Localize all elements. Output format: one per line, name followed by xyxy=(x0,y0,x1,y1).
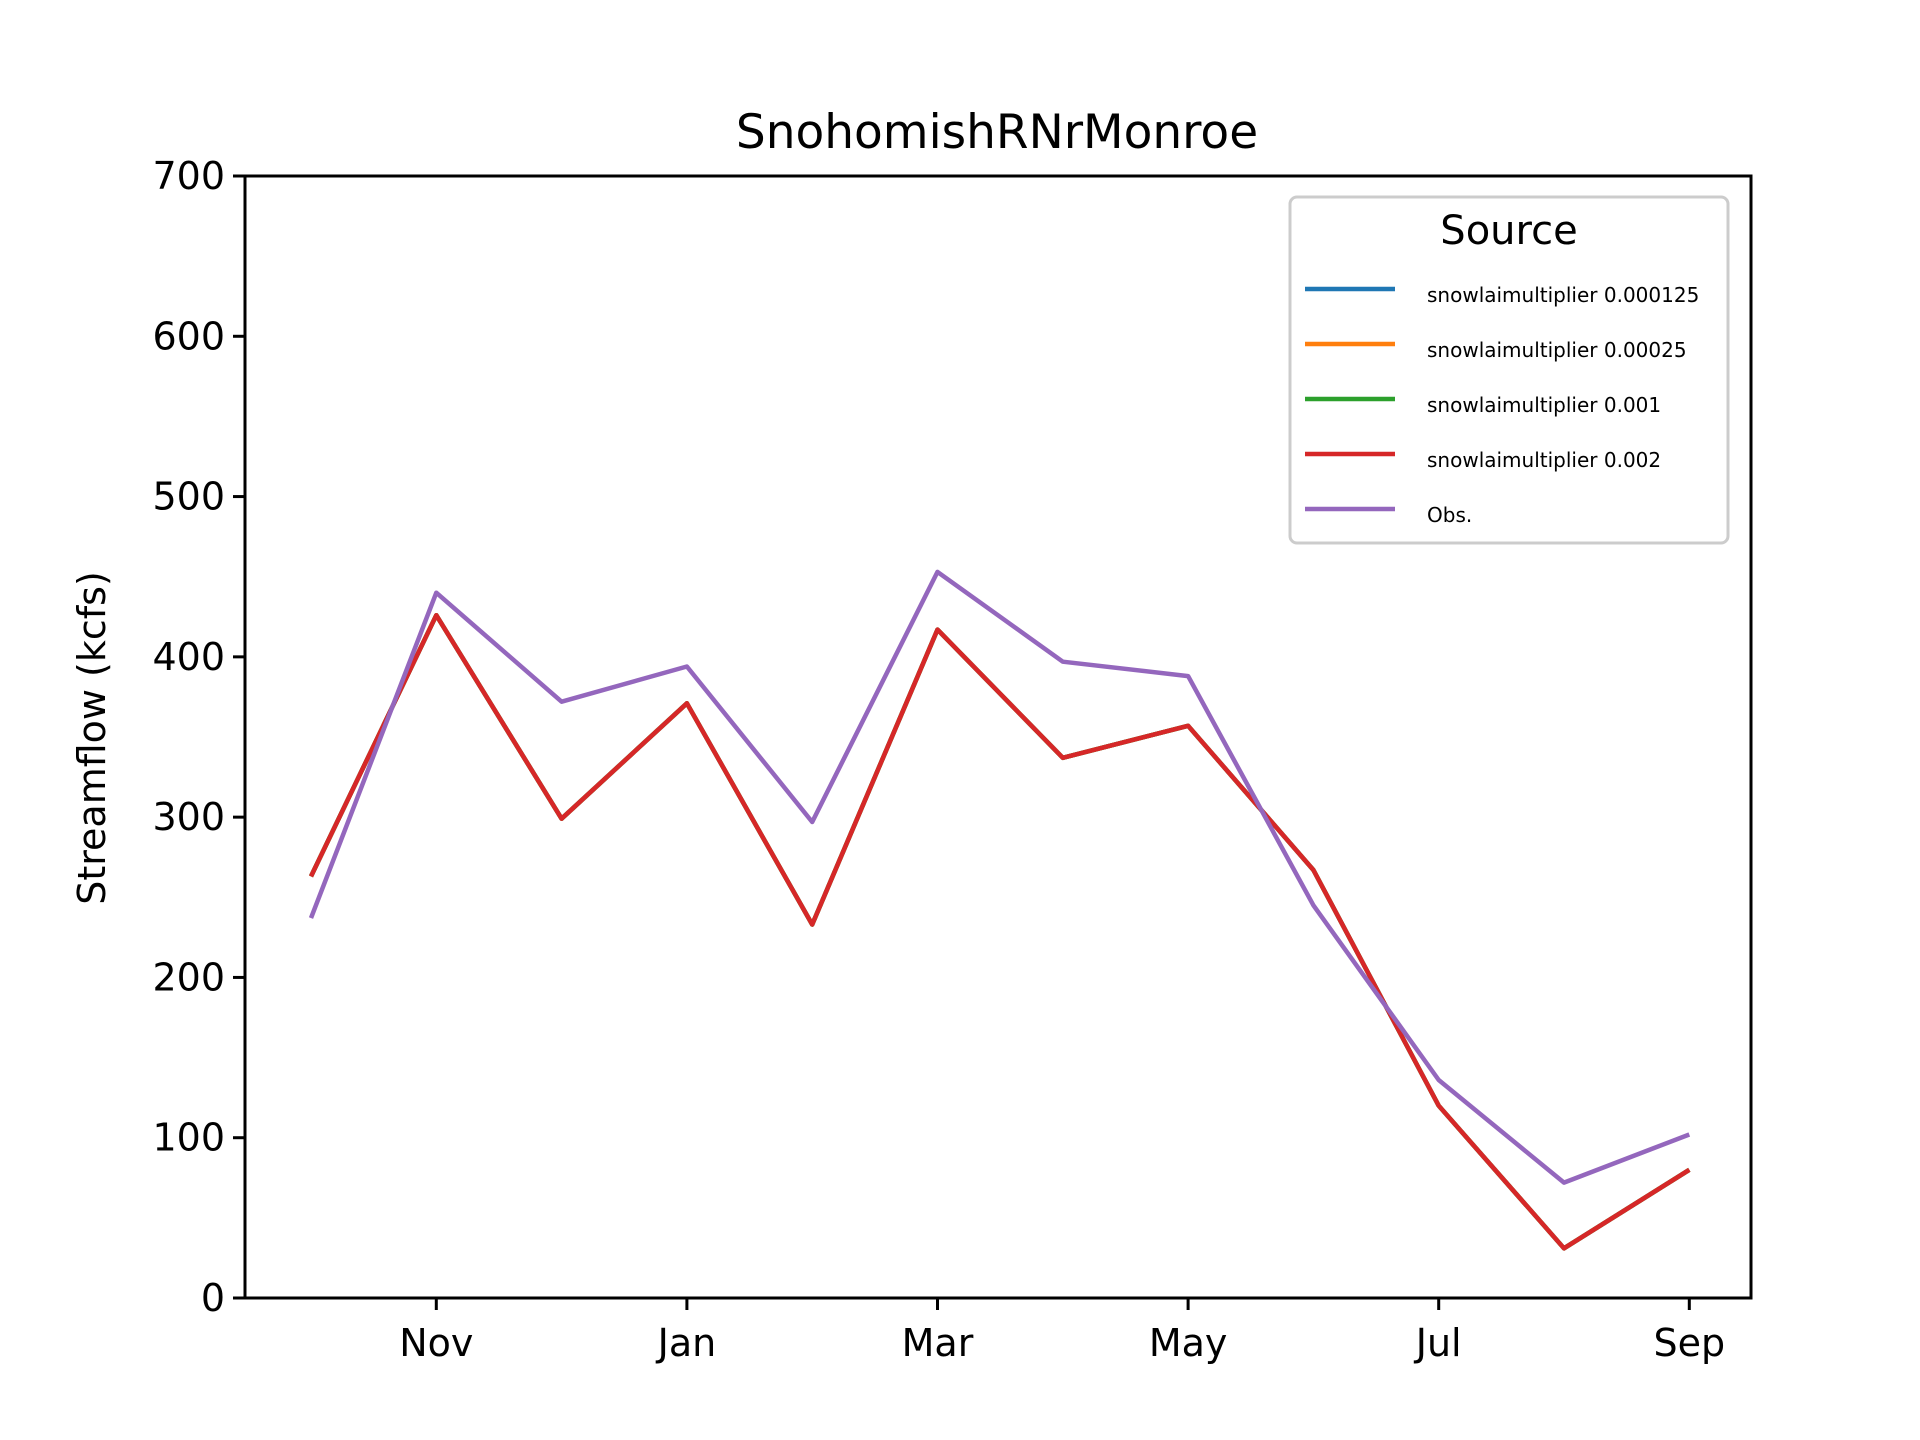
x-tick-label: Mar xyxy=(902,1321,974,1365)
series-line-obs xyxy=(308,569,1691,1185)
legend-label: snowlaimultiplier 0.00025 xyxy=(1427,338,1687,362)
x-tick-label: Jan xyxy=(656,1321,717,1365)
x-tick-label: Sep xyxy=(1653,1321,1725,1365)
legend-label: snowlaimultiplier 0.002 xyxy=(1427,448,1661,472)
legend-label: snowlaimultiplier 0.001 xyxy=(1427,393,1661,417)
y-axis-label: Streamflow (kcfs) xyxy=(70,571,114,905)
y-tick-label: 0 xyxy=(201,1276,225,1320)
y-tick-label: 500 xyxy=(152,475,225,519)
series-layer xyxy=(308,569,1691,1251)
y-tick-label: 400 xyxy=(152,635,225,679)
y-tick-label: 300 xyxy=(152,795,225,839)
legend-box xyxy=(1288,195,1730,545)
x-tick-label: May xyxy=(1149,1321,1228,1365)
legend-label: snowlaimultiplier 0.000125 xyxy=(1427,283,1699,307)
series-line-snowlaimultiplier-0-002 xyxy=(308,612,1691,1251)
x-axis: Nov Jan Mar May Jul Sep xyxy=(399,1298,1725,1365)
y-tick-label: 700 xyxy=(152,154,225,198)
chart-title: SnohomishRNrMonroe xyxy=(736,105,1258,160)
y-axis: 0 100 200 300 400 500 600 700 xyxy=(152,154,245,1320)
legend-entries: snowlaimultiplier 0.000125 snowlaimultipl… xyxy=(1305,283,1699,527)
x-tick-label: Jul xyxy=(1414,1321,1462,1365)
x-tick-label: Nov xyxy=(399,1321,473,1365)
legend: Source snowlaimultiplier 0.000125snowlai… xyxy=(1288,195,1730,545)
plot-frame xyxy=(243,174,1753,1300)
legend-label: Obs. xyxy=(1427,503,1472,527)
y-tick-label: 100 xyxy=(152,1116,225,1160)
y-tick-label: 200 xyxy=(152,955,225,999)
legend-title: Source xyxy=(1440,208,1577,254)
y-tick-label: 600 xyxy=(152,314,225,358)
